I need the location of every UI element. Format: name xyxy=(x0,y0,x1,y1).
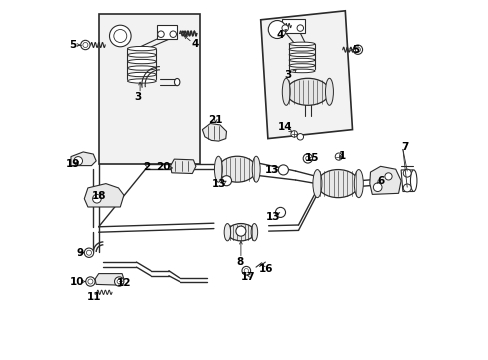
Circle shape xyxy=(282,25,288,31)
Ellipse shape xyxy=(214,156,222,182)
Polygon shape xyxy=(71,152,96,166)
Polygon shape xyxy=(369,166,400,194)
Circle shape xyxy=(86,250,91,255)
Text: 15: 15 xyxy=(305,153,319,163)
Ellipse shape xyxy=(127,79,156,83)
Circle shape xyxy=(278,165,288,175)
Ellipse shape xyxy=(127,66,156,70)
Ellipse shape xyxy=(317,170,358,198)
Ellipse shape xyxy=(218,156,256,182)
Circle shape xyxy=(305,156,309,161)
Text: 5: 5 xyxy=(351,45,358,55)
Text: 9: 9 xyxy=(76,248,83,258)
Ellipse shape xyxy=(288,64,314,67)
Ellipse shape xyxy=(354,170,363,198)
Circle shape xyxy=(117,279,121,284)
Circle shape xyxy=(82,42,88,48)
Ellipse shape xyxy=(288,48,314,51)
Circle shape xyxy=(84,248,94,257)
Circle shape xyxy=(403,184,410,192)
Text: 13: 13 xyxy=(265,212,280,222)
Circle shape xyxy=(290,131,297,137)
Text: 7: 7 xyxy=(400,142,407,152)
Polygon shape xyxy=(260,11,352,139)
Circle shape xyxy=(384,173,391,180)
Text: 18: 18 xyxy=(91,191,106,201)
Text: 4: 4 xyxy=(276,30,283,40)
Circle shape xyxy=(268,21,285,39)
Text: 8: 8 xyxy=(236,257,244,267)
Ellipse shape xyxy=(288,53,314,57)
Polygon shape xyxy=(202,123,226,141)
Circle shape xyxy=(158,31,164,37)
Ellipse shape xyxy=(251,224,257,241)
Ellipse shape xyxy=(252,156,260,182)
Circle shape xyxy=(303,154,312,163)
Text: 21: 21 xyxy=(207,114,222,125)
Ellipse shape xyxy=(127,72,156,77)
Circle shape xyxy=(235,226,245,236)
Circle shape xyxy=(296,134,303,140)
Polygon shape xyxy=(95,274,123,285)
Circle shape xyxy=(242,266,250,275)
Ellipse shape xyxy=(127,53,156,57)
Ellipse shape xyxy=(127,59,156,64)
Text: 20: 20 xyxy=(156,162,170,172)
Text: 19: 19 xyxy=(66,159,81,169)
Text: 12: 12 xyxy=(117,278,131,288)
Ellipse shape xyxy=(325,78,333,105)
Ellipse shape xyxy=(288,42,314,46)
Bar xyxy=(157,25,177,39)
Circle shape xyxy=(109,25,131,47)
Circle shape xyxy=(170,31,176,37)
Ellipse shape xyxy=(224,224,230,241)
Text: 2: 2 xyxy=(142,162,150,172)
Text: 10: 10 xyxy=(70,276,84,287)
Circle shape xyxy=(352,45,362,54)
Bar xyxy=(99,14,199,164)
Text: 11: 11 xyxy=(86,292,101,302)
Polygon shape xyxy=(84,184,123,207)
Circle shape xyxy=(81,40,90,50)
Text: 5: 5 xyxy=(69,40,76,50)
Text: 4: 4 xyxy=(191,39,198,49)
Circle shape xyxy=(114,277,123,286)
Text: 3: 3 xyxy=(284,70,291,80)
Text: 14: 14 xyxy=(277,122,291,132)
Circle shape xyxy=(373,183,381,192)
Ellipse shape xyxy=(282,78,289,105)
Ellipse shape xyxy=(285,78,329,105)
Circle shape xyxy=(114,30,126,42)
Text: 17: 17 xyxy=(240,272,255,282)
Ellipse shape xyxy=(409,170,416,192)
Ellipse shape xyxy=(127,46,156,51)
Text: 13: 13 xyxy=(264,165,279,175)
Circle shape xyxy=(74,157,82,165)
Ellipse shape xyxy=(227,224,254,241)
Polygon shape xyxy=(170,159,196,174)
Text: 1: 1 xyxy=(339,150,346,161)
Ellipse shape xyxy=(312,170,321,198)
Circle shape xyxy=(221,176,231,186)
Circle shape xyxy=(85,277,95,286)
Circle shape xyxy=(92,194,101,203)
Ellipse shape xyxy=(288,58,314,62)
Circle shape xyxy=(296,25,303,31)
Text: 16: 16 xyxy=(258,264,273,274)
Circle shape xyxy=(275,207,285,217)
Bar xyxy=(281,19,305,33)
Ellipse shape xyxy=(288,69,314,73)
Text: 6: 6 xyxy=(376,176,384,186)
Circle shape xyxy=(355,47,360,52)
Circle shape xyxy=(335,153,342,160)
Text: 13: 13 xyxy=(212,179,226,189)
Text: 3: 3 xyxy=(134,92,142,102)
Circle shape xyxy=(244,269,248,273)
Polygon shape xyxy=(400,170,412,192)
Circle shape xyxy=(88,279,93,284)
Ellipse shape xyxy=(174,78,180,86)
Circle shape xyxy=(403,169,410,177)
